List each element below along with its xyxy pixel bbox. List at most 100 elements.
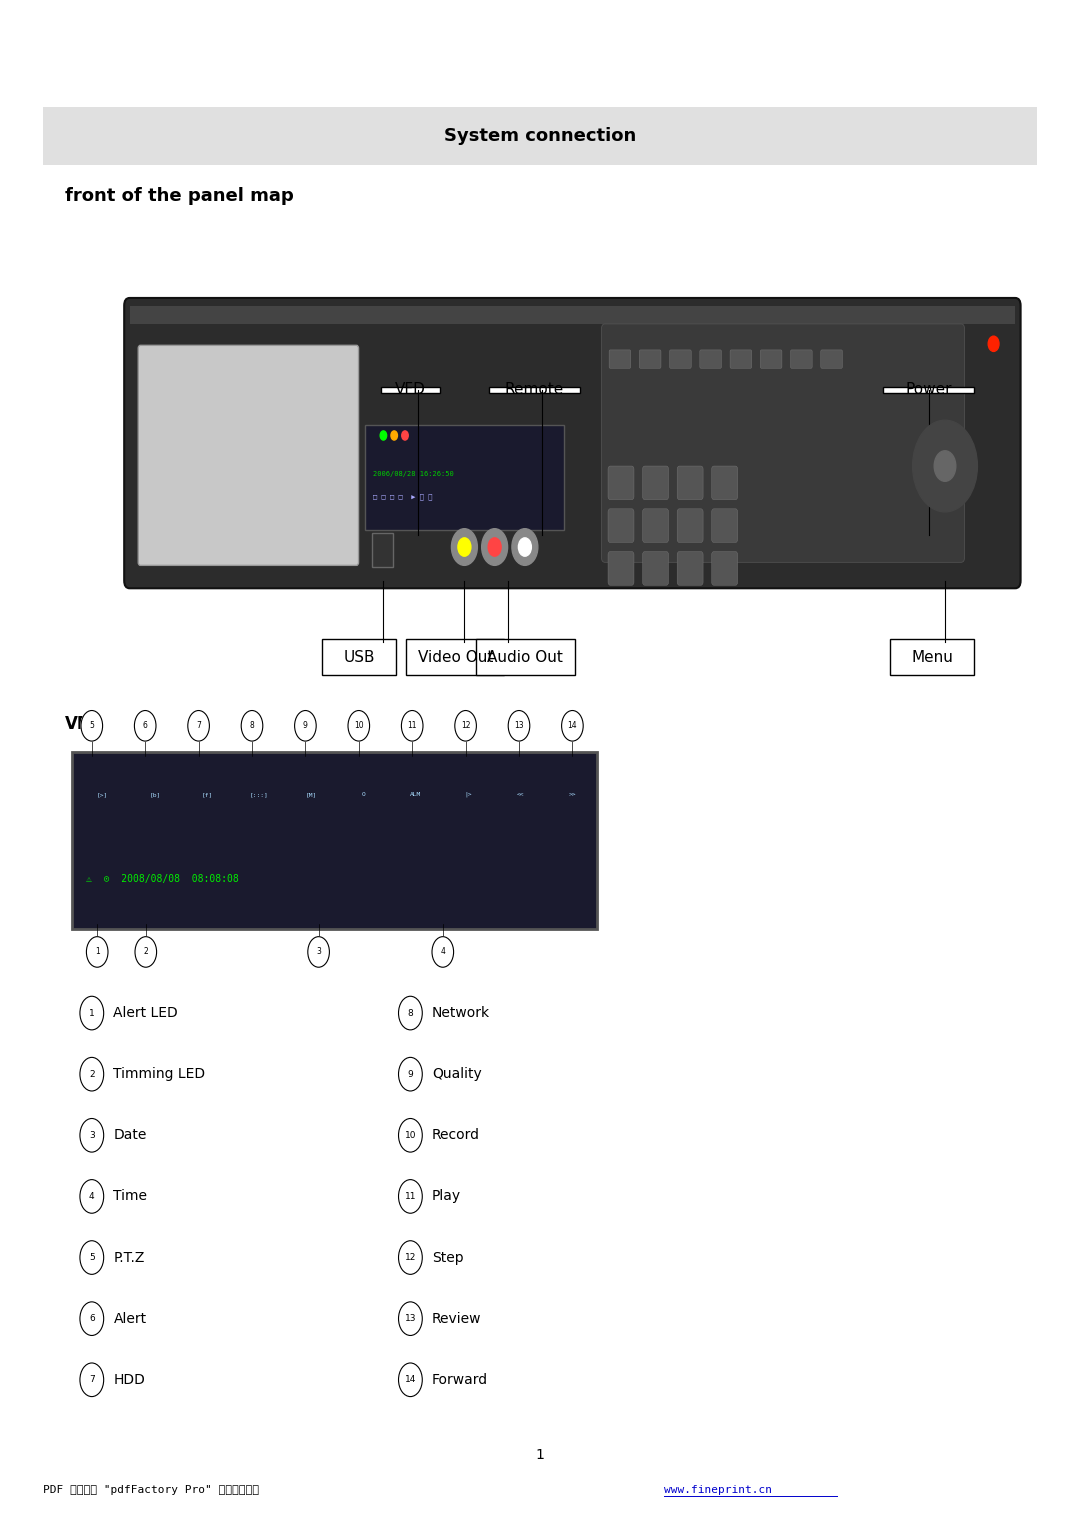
Text: [>]: [>] [97, 792, 108, 798]
Text: 10: 10 [405, 1131, 416, 1140]
FancyBboxPatch shape [883, 387, 974, 393]
FancyBboxPatch shape [609, 350, 631, 368]
Text: Menu: Menu [912, 649, 953, 665]
FancyBboxPatch shape [381, 387, 440, 393]
Text: Step: Step [432, 1250, 463, 1265]
Text: Quality: Quality [432, 1067, 482, 1082]
FancyBboxPatch shape [489, 387, 580, 393]
Circle shape [86, 937, 108, 967]
FancyBboxPatch shape [760, 350, 782, 368]
Text: Record: Record [432, 1128, 480, 1143]
FancyBboxPatch shape [72, 752, 597, 929]
Text: Date: Date [113, 1128, 147, 1143]
Circle shape [81, 711, 103, 741]
Circle shape [399, 1363, 422, 1397]
Circle shape [488, 538, 501, 556]
FancyBboxPatch shape [476, 639, 575, 675]
Text: 11: 11 [407, 721, 417, 730]
Text: Alert: Alert [113, 1311, 147, 1326]
Text: Audio Out: Audio Out [487, 649, 564, 665]
Text: 11: 11 [405, 1192, 416, 1201]
FancyBboxPatch shape [890, 639, 974, 675]
Circle shape [402, 711, 423, 741]
Text: 6: 6 [143, 721, 148, 730]
Text: 7: 7 [89, 1375, 95, 1384]
Circle shape [80, 1118, 104, 1152]
Circle shape [402, 431, 408, 440]
Text: 1: 1 [536, 1447, 544, 1462]
Text: 2: 2 [144, 947, 148, 957]
FancyBboxPatch shape [712, 552, 738, 585]
Text: <<: << [516, 792, 524, 798]
FancyBboxPatch shape [643, 466, 669, 500]
Circle shape [348, 711, 369, 741]
Text: VFD: VFD [395, 382, 426, 397]
Text: 8: 8 [249, 721, 255, 730]
Text: USB: USB [343, 649, 375, 665]
Text: 2: 2 [89, 1070, 95, 1079]
Circle shape [455, 711, 476, 741]
FancyBboxPatch shape [365, 425, 564, 530]
Circle shape [399, 1118, 422, 1152]
Text: 4: 4 [89, 1192, 95, 1201]
Circle shape [432, 937, 454, 967]
Circle shape [934, 451, 956, 481]
FancyBboxPatch shape [608, 509, 634, 542]
Circle shape [988, 336, 999, 351]
Text: 3: 3 [316, 947, 321, 957]
Circle shape [135, 937, 157, 967]
Circle shape [518, 538, 531, 556]
Text: |>: |> [464, 792, 472, 798]
FancyBboxPatch shape [677, 552, 703, 585]
Text: System connection: System connection [444, 127, 636, 145]
Text: 13: 13 [514, 721, 524, 730]
Text: 7: 7 [197, 721, 201, 730]
Text: 13: 13 [405, 1314, 416, 1323]
Text: Review: Review [432, 1311, 482, 1326]
Text: P.T.Z: P.T.Z [113, 1250, 145, 1265]
FancyBboxPatch shape [406, 639, 504, 675]
Text: VFD: VFD [65, 715, 103, 733]
Circle shape [308, 937, 329, 967]
Text: [:::]: [:::] [249, 792, 269, 798]
Text: Video Out: Video Out [418, 649, 492, 665]
Circle shape [399, 1302, 422, 1335]
Text: [M]: [M] [306, 792, 318, 798]
Text: Power: Power [905, 382, 953, 397]
Circle shape [509, 711, 530, 741]
FancyBboxPatch shape [608, 552, 634, 585]
Text: 1: 1 [95, 947, 99, 957]
Text: O: O [362, 792, 365, 798]
Text: [f]: [f] [201, 792, 213, 798]
Circle shape [295, 711, 316, 741]
FancyBboxPatch shape [138, 345, 359, 565]
Circle shape [80, 1363, 104, 1397]
Text: front of the panel map: front of the panel map [65, 186, 294, 205]
FancyBboxPatch shape [821, 350, 842, 368]
Circle shape [562, 711, 583, 741]
Circle shape [380, 431, 387, 440]
Text: Alert LED: Alert LED [113, 1005, 178, 1021]
Text: Network: Network [432, 1005, 490, 1021]
Circle shape [80, 1302, 104, 1335]
Circle shape [913, 420, 977, 512]
Text: 9: 9 [303, 721, 308, 730]
Text: 14: 14 [405, 1375, 416, 1384]
Text: Time: Time [113, 1189, 147, 1204]
Circle shape [80, 1241, 104, 1274]
FancyBboxPatch shape [130, 306, 1015, 324]
Circle shape [80, 996, 104, 1030]
FancyBboxPatch shape [124, 298, 1021, 588]
Text: 3: 3 [89, 1131, 95, 1140]
Text: 12: 12 [405, 1253, 416, 1262]
Circle shape [458, 538, 471, 556]
Text: [b]: [b] [149, 792, 161, 798]
FancyBboxPatch shape [730, 350, 752, 368]
Circle shape [134, 711, 156, 741]
Circle shape [482, 529, 508, 565]
Text: >>: >> [569, 792, 576, 798]
FancyBboxPatch shape [602, 324, 964, 562]
Text: Play: Play [432, 1189, 461, 1204]
Text: 4: 4 [441, 947, 445, 957]
FancyBboxPatch shape [608, 466, 634, 500]
